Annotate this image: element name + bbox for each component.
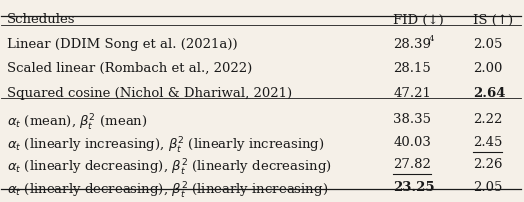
Text: Scaled linear (Rombach et al., 2022): Scaled linear (Rombach et al., 2022) [7, 62, 252, 75]
Text: 2.05: 2.05 [473, 181, 502, 194]
Text: $\alpha_t$ (linearly decreasing), $\beta_t^2$ (linearly increasing): $\alpha_t$ (linearly decreasing), $\beta… [7, 181, 328, 201]
Text: 4: 4 [429, 35, 434, 43]
Text: Linear (DDIM Song et al. (2021a)): Linear (DDIM Song et al. (2021a)) [7, 38, 237, 51]
Text: 23.25: 23.25 [393, 181, 435, 194]
Text: $\alpha_t$ (linearly decreasing), $\beta_t^2$ (linearly decreasing): $\alpha_t$ (linearly decreasing), $\beta… [7, 158, 332, 178]
Text: 27.82: 27.82 [393, 158, 431, 171]
Text: $\alpha_t$ (linearly increasing), $\beta_t^2$ (linearly increasing): $\alpha_t$ (linearly increasing), $\beta… [7, 136, 324, 156]
Text: 2.00: 2.00 [473, 62, 502, 75]
Text: IS (↑): IS (↑) [473, 14, 513, 26]
Text: 47.21: 47.21 [393, 87, 431, 100]
Text: 40.03: 40.03 [393, 136, 431, 149]
Text: 2.64: 2.64 [473, 87, 505, 100]
Text: Schedules: Schedules [7, 14, 75, 26]
Text: 2.45: 2.45 [473, 136, 502, 149]
Text: FID (↓): FID (↓) [393, 14, 444, 26]
Text: 38.35: 38.35 [393, 113, 431, 126]
Text: 2.26: 2.26 [473, 158, 502, 171]
Text: Squared cosine (Nichol & Dhariwal, 2021): Squared cosine (Nichol & Dhariwal, 2021) [7, 87, 292, 100]
Text: 28.39: 28.39 [393, 38, 431, 51]
Text: 28.15: 28.15 [393, 62, 431, 75]
Text: 2.05: 2.05 [473, 38, 502, 51]
Text: 2.22: 2.22 [473, 113, 502, 126]
Text: $\alpha_t$ (mean), $\beta_t^2$ (mean): $\alpha_t$ (mean), $\beta_t^2$ (mean) [7, 113, 148, 133]
